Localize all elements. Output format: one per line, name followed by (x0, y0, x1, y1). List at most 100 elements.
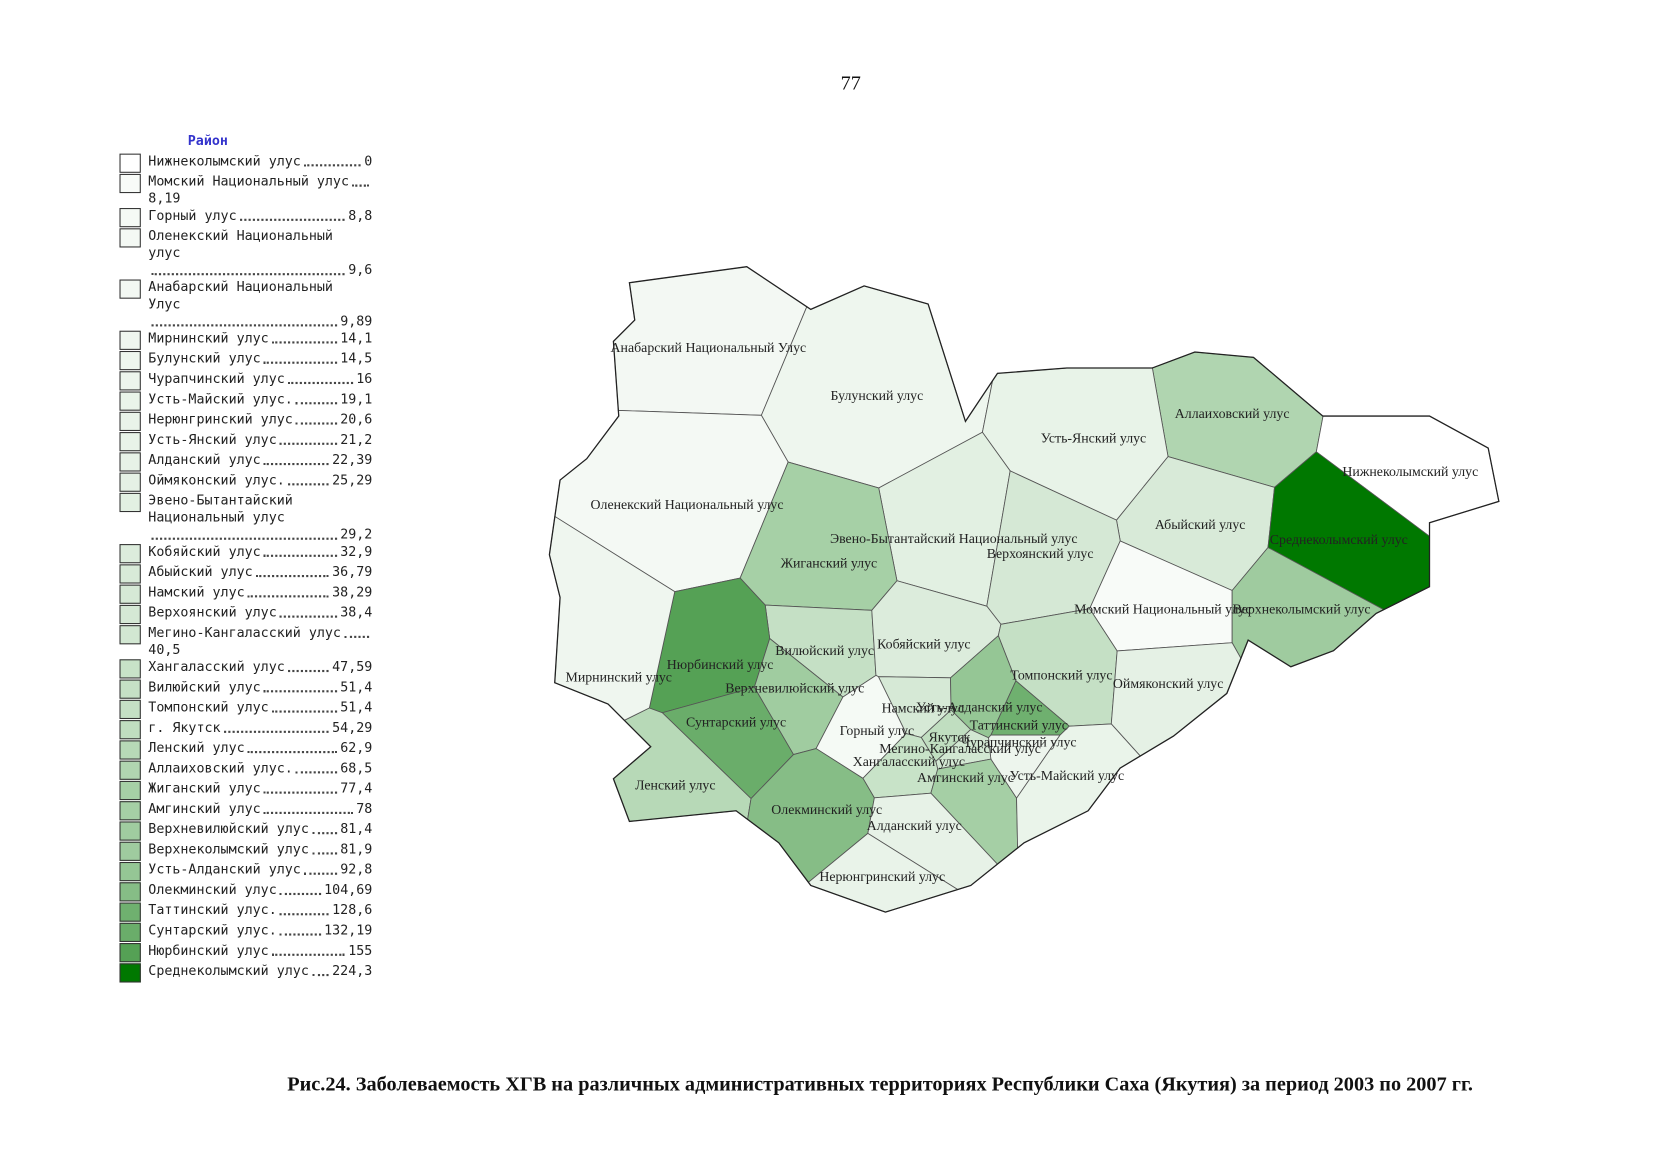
legend-text: Мирнинский улус 14,1 (148, 330, 372, 347)
region-label: Оленекский Национальный улус (591, 497, 784, 512)
legend-value: 47,59 (332, 658, 373, 675)
region-label: Хангаласский улус (853, 754, 965, 769)
region-label: Эвено-Бытантайский Национальный улус (830, 531, 1078, 546)
legend-name: Горный улус (148, 206, 237, 223)
legend-item: Амгинский улус 78 (119, 800, 375, 821)
legend-text: Горный улус 8,8 (148, 207, 372, 224)
legend-text: Вилюйский улус 51,4 (148, 678, 372, 695)
legend-text: Верхоянский улус 38,4 (148, 604, 372, 621)
leader (271, 942, 346, 956)
legend-title: Район (187, 132, 228, 149)
legend-value: 14,1 (340, 329, 373, 346)
legend-text: Томпонский улус 51,4 (148, 699, 372, 716)
leader (279, 901, 329, 916)
legend-item: Момский Национальный улус 8,19 (119, 173, 375, 207)
legend-swatch (119, 330, 141, 350)
legend-item: Намский улус 38,29 (119, 584, 375, 604)
leader (287, 370, 354, 385)
legend-swatch (119, 432, 141, 452)
page-number: 77 (840, 72, 861, 95)
legend-swatch (119, 861, 141, 882)
legend-swatch (119, 882, 141, 902)
leader (279, 922, 321, 936)
legend-value: 40,5 (148, 641, 181, 658)
legend-swatch (119, 841, 141, 861)
region-label: Булунский улус (831, 388, 924, 403)
legend-swatch (119, 943, 141, 963)
legend-item: Усть-Янский улус 21,2 (119, 431, 375, 452)
legend-text: Анабарский Национальный Улус 9,89 (148, 278, 372, 329)
legend-item: Усть-Майский улус. 19,1 (119, 390, 375, 411)
leader (312, 962, 329, 977)
legend-value: 155 (348, 941, 373, 958)
region-label: Сунтарский улус (686, 714, 786, 729)
leader (287, 658, 329, 673)
region-label: Аллаиховский улус (1175, 406, 1290, 421)
legend-item: Булунский улус 14,5 (119, 349, 375, 371)
legend: Район Нижнеколымский улус 0 Момский Национ… (119, 132, 375, 983)
legend-swatch (119, 699, 141, 720)
legend-swatch (119, 922, 141, 942)
legend-swatch (119, 604, 141, 625)
legend-swatch (119, 821, 141, 841)
region-label: Амгинский улус (917, 770, 1014, 785)
legend-value: 54,29 (332, 719, 373, 736)
leader (287, 472, 329, 486)
legend-swatch (119, 902, 141, 922)
legend-name: Мирнинский улус (148, 329, 269, 346)
leader (344, 624, 370, 638)
region-label: Горный улус (840, 723, 915, 738)
legend-value: 38,4 (340, 603, 373, 620)
caption: Рис.24. Заболеваемость ХГВ на различных … (287, 1073, 1473, 1096)
legend-text: Нерюнгринский улус 20,6 (148, 411, 372, 428)
legend-value: 104,69 (324, 881, 373, 898)
legend-swatch (119, 584, 141, 604)
legend-text: Алданский улус 22,39 (148, 451, 372, 468)
legend-value: 14,5 (340, 349, 373, 366)
legend-value: 8,8 (348, 206, 373, 223)
legend-value: 38,29 (332, 583, 373, 600)
legend-text: Эвено-Бытантайский Национальный улус 29,2 (148, 492, 372, 543)
leader (352, 173, 370, 187)
region-label: Алданский улус (867, 818, 962, 833)
leader (296, 760, 337, 774)
legend-name: Намский улус (148, 583, 245, 600)
legend-item: Нижнеколымский улус 0 (119, 153, 375, 173)
legend-value: 8,19 (148, 189, 181, 206)
legend-text: Верхнеколымский улус 81,9 (148, 841, 372, 858)
leader (312, 841, 337, 855)
legend-value: 77,4 (340, 779, 373, 796)
region-label: Среднеколымский улус (1270, 532, 1408, 547)
legend-item: г. Якутск 54,29 (119, 719, 375, 740)
legend-name: Амгинский улус (148, 800, 261, 817)
region-label: Вилюйский улус (775, 643, 874, 658)
leader (279, 881, 321, 896)
region-label: Намский улус (882, 701, 964, 716)
legend-value: 9,6 (348, 261, 373, 278)
legend-item: Абыйский улус 36,79 (119, 563, 375, 584)
leader (247, 584, 329, 598)
legend-item: Нюрбинский улус 155 (119, 941, 375, 963)
legend-text: Хангаласский улус 47,59 (148, 658, 372, 675)
legend-name: Хангаласский улус (148, 658, 285, 675)
leader (263, 350, 337, 364)
region-label: Усть-Майский улус (1009, 768, 1124, 783)
region-label: Усть-Алданский улус (916, 700, 1042, 715)
leader (263, 451, 329, 466)
legend-value: 62,9 (340, 739, 373, 756)
legend-name: Нюрбинский улус (148, 941, 269, 958)
region-label: Чурапчинский улус (961, 735, 1077, 750)
legend-name: Сунтарский улус. (148, 921, 277, 938)
region (1110, 642, 1242, 757)
region-label: Жиганский улус (781, 556, 878, 571)
legend-text: Жиганский улус 77,4 (148, 780, 372, 797)
region-label: Верхоянский улус (987, 546, 1094, 561)
legend-swatch (119, 208, 141, 228)
legend-item: Анабарский Национальный Улус 9,89 (119, 278, 375, 329)
legend-item: Верхневилюйский улус 81,4 (119, 820, 375, 841)
legend-name: Оленекский Национальный улус (148, 227, 333, 261)
legend-text: Олекминский улус 104,69 (148, 881, 372, 898)
legend-value: 9,89 (340, 312, 373, 329)
legend-item: Мирнинский улус 14,1 (119, 330, 375, 350)
region-label: Абыйский улус (1155, 517, 1246, 532)
